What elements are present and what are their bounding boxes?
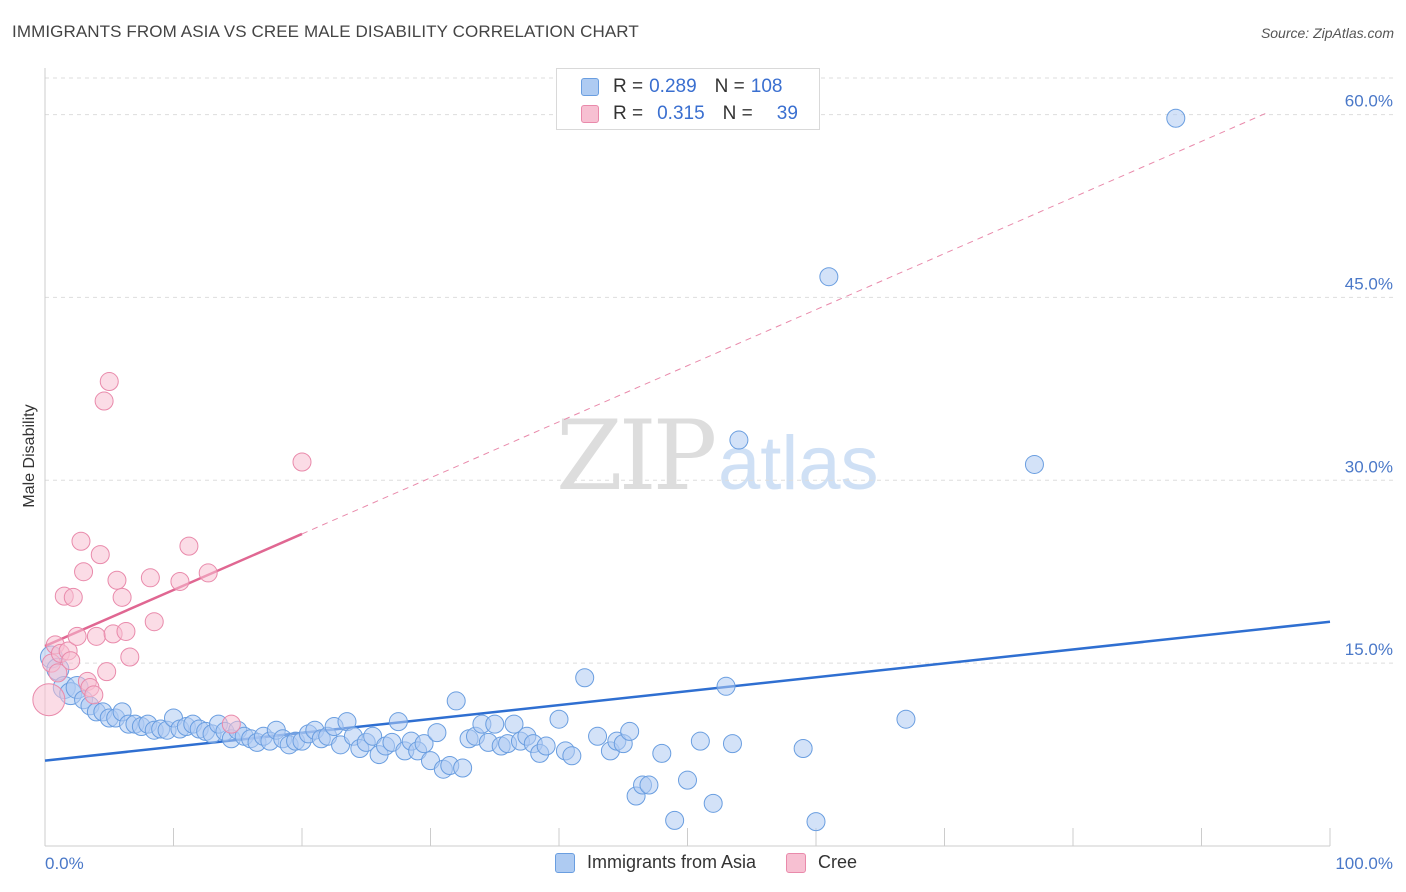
axis-labels: 15.0% 30.0% 45.0% 60.0% 0.0% 100.0% Male Disab… bbox=[21, 92, 1393, 873]
point-cree bbox=[90, 545, 110, 565]
point-asia bbox=[639, 775, 659, 795]
point-cree bbox=[94, 391, 114, 411]
point-asia bbox=[485, 714, 505, 734]
grid-lines bbox=[45, 77, 1395, 664]
legend-label-cree: Cree bbox=[818, 852, 858, 872]
point-cree bbox=[61, 651, 81, 671]
point-asia bbox=[588, 726, 608, 746]
y-axis-label: Male Disability bbox=[21, 404, 38, 507]
legend-n-value: 39 bbox=[776, 103, 798, 124]
legend-swatch-asia bbox=[581, 78, 599, 96]
point-asia bbox=[690, 731, 710, 751]
legend-item-cree[interactable]: Cree bbox=[786, 852, 857, 873]
x-tick-label: 100.0% bbox=[1335, 854, 1393, 873]
watermark-zip: ZIP bbox=[556, 400, 717, 512]
point-cree bbox=[84, 685, 104, 705]
point-cree bbox=[74, 562, 94, 582]
y-tick-label: 60.0% bbox=[1345, 92, 1393, 111]
legend-r-label: R = bbox=[613, 103, 644, 124]
point-cree bbox=[48, 663, 68, 683]
point-cree bbox=[140, 568, 160, 588]
point-cree bbox=[97, 662, 117, 682]
point-cree bbox=[292, 452, 312, 472]
x-tick-label: 0.0% bbox=[45, 854, 84, 873]
point-cree bbox=[107, 570, 127, 590]
point-asia bbox=[562, 746, 582, 766]
legend-r-label: R = bbox=[613, 76, 644, 97]
point-asia bbox=[665, 810, 685, 830]
point-asia bbox=[1024, 454, 1044, 474]
point-asia bbox=[388, 712, 408, 732]
point-cree bbox=[71, 531, 91, 551]
point-asia bbox=[446, 691, 466, 711]
point-asia bbox=[652, 743, 672, 763]
point-asia bbox=[703, 793, 723, 813]
point-cree bbox=[86, 626, 106, 646]
point-cree bbox=[32, 683, 66, 717]
point-cree bbox=[112, 587, 132, 607]
point-cree bbox=[120, 647, 140, 667]
point-asia bbox=[363, 726, 383, 746]
legend-n-label: N = bbox=[714, 76, 745, 97]
point-asia bbox=[414, 734, 434, 754]
point-asia bbox=[620, 721, 640, 741]
axes bbox=[44, 68, 1331, 847]
point-asia bbox=[896, 709, 916, 729]
point-cree bbox=[221, 714, 241, 734]
series-cree bbox=[32, 372, 312, 734]
point-asia bbox=[549, 709, 569, 729]
point-cree bbox=[179, 536, 199, 556]
point-asia bbox=[427, 723, 447, 743]
point-asia bbox=[729, 430, 749, 450]
point-asia bbox=[575, 668, 595, 688]
legend-r-value: 0.289 bbox=[649, 76, 697, 97]
point-asia bbox=[819, 267, 839, 287]
y-tick-label: 15.0% bbox=[1345, 640, 1393, 659]
legend-label-asia: Immigrants from Asia bbox=[587, 852, 757, 872]
trend-line-cree bbox=[44, 532, 303, 648]
point-cree bbox=[116, 621, 136, 641]
series-legend: Immigrants from Asia Cree bbox=[555, 852, 887, 873]
y-tick-label: 30.0% bbox=[1345, 457, 1393, 476]
point-asia bbox=[536, 736, 556, 756]
point-asia bbox=[806, 812, 826, 832]
point-cree bbox=[99, 372, 119, 392]
legend-n-value: 108 bbox=[750, 76, 783, 97]
point-cree bbox=[63, 587, 83, 607]
point-cree bbox=[198, 563, 218, 583]
point-asia bbox=[504, 714, 524, 734]
legend-r-value: 0.315 bbox=[657, 103, 705, 124]
legend-row-asia: R = 0.289 N = 108 bbox=[581, 75, 782, 99]
chart-title: IMMIGRANTS FROM ASIA VS CREE MALE DISABI… bbox=[12, 22, 639, 41]
y-tick-label: 45.0% bbox=[1345, 274, 1393, 293]
legend-n-label: N = bbox=[722, 103, 753, 124]
trend-extension-cree bbox=[301, 112, 1266, 535]
point-asia bbox=[1166, 108, 1186, 128]
legend-swatch-asia bbox=[555, 852, 575, 873]
legend-swatch-cree bbox=[786, 852, 807, 873]
point-cree bbox=[67, 626, 87, 646]
point-asia bbox=[678, 770, 697, 790]
source-label: Source: ZipAtlas.com bbox=[1260, 25, 1394, 41]
point-asia bbox=[716, 676, 736, 696]
point-asia bbox=[453, 758, 473, 778]
legend-row-cree: R = 0.315 N = 39 bbox=[581, 102, 798, 126]
correlation-legend: R = 0.289 N = 108 R = 0.315 N = 39 bbox=[556, 68, 820, 130]
legend-item-asia[interactable]: Immigrants from Asia bbox=[555, 852, 756, 873]
point-cree bbox=[170, 571, 190, 591]
series-immigrants-from-asia bbox=[39, 108, 1186, 832]
point-cree bbox=[144, 612, 164, 632]
point-asia bbox=[793, 738, 813, 758]
point-asia bbox=[722, 734, 742, 754]
legend-swatch-cree bbox=[581, 105, 599, 123]
